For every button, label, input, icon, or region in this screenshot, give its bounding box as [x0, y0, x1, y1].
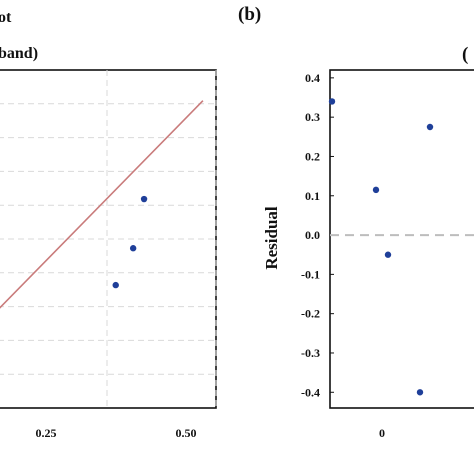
panel-a-title-line-2: band) [0, 45, 38, 62]
panel-b-points [328, 98, 434, 396]
panel-b: (b) ( Residual 0.4 0.3 0.2 0.1 0.0 -0.1 -0.2 -0… [238, 4, 474, 440]
panel-b-y-axis-label: Residual [262, 206, 281, 270]
panel-b-point-0 [328, 98, 336, 105]
panel-b-y-ticks: 0.4 0.3 0.2 0.1 0.0 -0.1 -0.2 -0.3 -0.4 [301, 71, 334, 399]
panel-a-fit-line-group [0, 100, 204, 309]
panel-a-point-0 [112, 281, 119, 289]
panel-b-y-tick-4: 0.0 [305, 228, 320, 242]
panel-a-title-line-1: ot [0, 9, 12, 26]
panel-b-y-tick-2: 0.2 [305, 149, 320, 163]
panel-b-plot-frame [329, 69, 474, 409]
panel-a-grid [0, 70, 217, 408]
panel-a-x-tick-0: 0.25 [36, 426, 57, 440]
panel-b-point-2 [384, 251, 392, 258]
panel-b-label: (b) [238, 4, 261, 25]
panel-a-point-2 [140, 195, 148, 203]
panel-b-y-tick-3: 0.1 [305, 189, 320, 203]
panel-b-y-tick-6: -0.2 [301, 307, 320, 321]
panel-b-point-4 [426, 123, 434, 131]
panel-b-y-tick-8: -0.4 [301, 385, 320, 399]
panel-b-y-tick-7: -0.3 [301, 346, 320, 360]
panel-b-y-tick-1: 0.3 [305, 110, 320, 124]
panel-b-corner-label: ( [462, 44, 468, 65]
panel-a-points [112, 195, 148, 289]
panel-a-fit-line [0, 100, 204, 309]
panel-a-x-tick-1: 0.50 [176, 426, 197, 440]
panel-b-y-tick-5: -0.1 [301, 267, 320, 281]
panel-b-y-tick-0: 0.4 [305, 71, 320, 85]
panel-a-point-1 [129, 245, 137, 252]
panel-a: ot band) 0.25 0.50 [0, 9, 217, 440]
panel-b-x-tick-0: 0 [379, 426, 385, 440]
panel-b-point-3 [416, 389, 424, 396]
panel-b-point-1 [372, 186, 380, 194]
